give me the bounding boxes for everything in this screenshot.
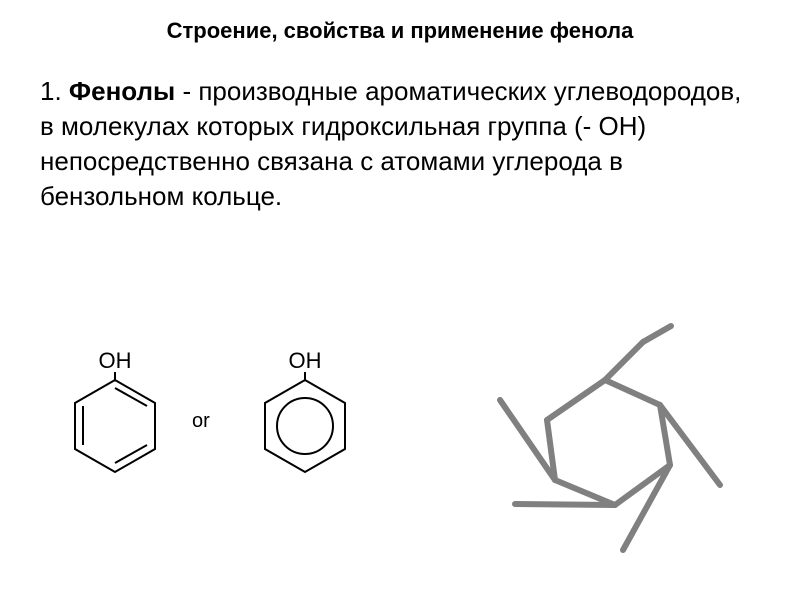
svg-text:OH: OH xyxy=(99,350,132,373)
ball-stick-model xyxy=(475,320,755,570)
skeletal-formula-circle: OH xyxy=(245,350,365,500)
term-phenols: Фенолы xyxy=(69,76,175,106)
svg-text:OH: OH xyxy=(289,350,322,373)
slide-title: Строение, свойства и применение фенола xyxy=(0,0,800,44)
skeletal-formula-kekule: OH xyxy=(55,350,175,500)
or-label: or xyxy=(192,410,210,433)
list-number: 1. xyxy=(40,76,62,106)
definition-paragraph: 1. Фенолы - производные ароматических уг… xyxy=(0,44,800,224)
